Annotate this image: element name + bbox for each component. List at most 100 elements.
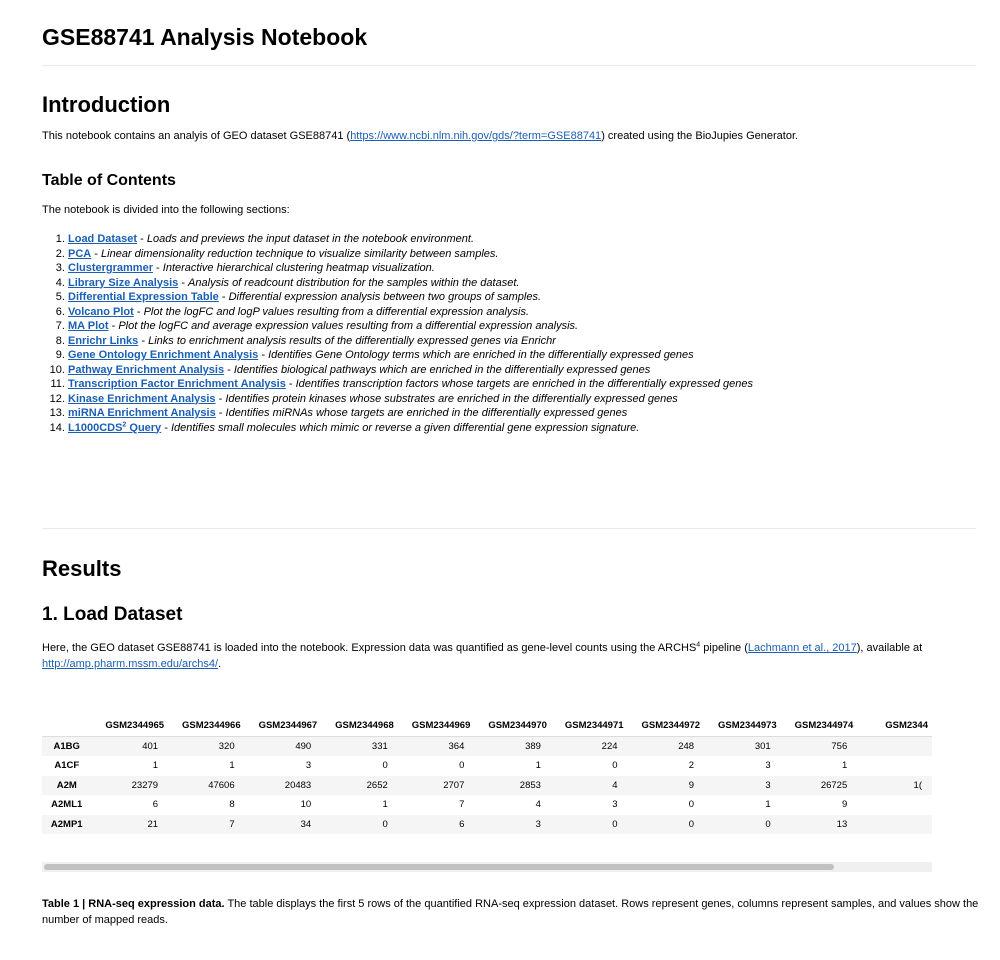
table-cell: 0 — [765, 818, 771, 830]
table-cell: 3 — [612, 799, 618, 811]
toc-item: Transcription Factor Enrichment Analysis… — [68, 377, 976, 392]
table-caption: Table 1 | RNA-seq expression data. The t… — [42, 898, 979, 926]
load-dataset-heading: 1. Load Dataset — [42, 604, 183, 625]
table-cell: 389 — [525, 740, 541, 752]
table-cell: 10 — [300, 799, 312, 811]
row-gene-label: A2M — [56, 779, 77, 791]
toc-link[interactable]: Kinase Enrichment Analysis — [68, 392, 216, 405]
expression-table: GSM2344965 GSM2344966 GSM2344967 GSM2344968… — [42, 716, 932, 834]
table-cell: 9 — [841, 799, 848, 811]
toc-item: Gene Ontology Enrichment Analysis - Iden… — [68, 348, 976, 363]
table-cell — [857, 815, 932, 835]
table-row: A1CF 1 1 3 0 0 1 0 2 3 1 — [42, 756, 932, 776]
table-cell: 2652 — [366, 779, 388, 791]
column-header: GSM2344965 — [105, 720, 165, 732]
table-cell: 248 — [678, 740, 695, 752]
column-header: GSM2344972 — [641, 720, 701, 732]
toc-link[interactable]: Transcription Factor Enrichment Analysis — [68, 378, 286, 390]
table-cell: 21 — [147, 818, 159, 830]
column-header: GSM2344970 — [488, 720, 547, 732]
table-cell: 9 — [688, 779, 695, 791]
toc-item: Differential Expression Table - Differen… — [68, 290, 976, 305]
corner-cell — [42, 716, 91, 736]
toc-description: Identifies transcription factors whose t… — [295, 378, 753, 390]
table-cell: 1 — [229, 760, 235, 772]
notebook-title: GSE88741 Analysis Notebook — [42, 24, 368, 50]
toc-description: Identifies small molecules which mimic o… — [170, 421, 640, 434]
table-cell: 1 — [535, 760, 541, 772]
toc-link[interactable]: Clustergrammer — [68, 262, 153, 274]
table-cell: 7 — [459, 799, 465, 811]
table-cell — [857, 795, 932, 815]
table-cell: 1 — [841, 760, 848, 772]
table-cell: 2 — [688, 760, 695, 772]
table-cell: 331 — [371, 740, 388, 752]
table-cell: 34 — [300, 818, 312, 830]
toc-link[interactable]: Gene Ontology Enrichment Analysis — [68, 349, 259, 361]
toc-item: MA Plot - Plot the logFC and average exp… — [68, 319, 976, 334]
toc-description: Plot the logFC and logP values resulting… — [143, 305, 529, 318]
toc-item: L1000CDS2 Query - Identifies small molec… — [68, 421, 976, 436]
table-cell: 4 — [535, 799, 541, 811]
table-cell: 26725 — [820, 779, 848, 791]
divider — [42, 528, 976, 529]
toc-link[interactable]: Pathway Enrichment Analysis — [68, 363, 225, 376]
toc-link[interactable]: PCA — [68, 247, 92, 260]
table-cell: 23279 — [131, 779, 159, 791]
toc-link[interactable]: miRNA Enrichment Analysis — [68, 407, 216, 419]
toc-link[interactable]: MA Plot — [68, 320, 109, 332]
table-cell: 1 — [382, 799, 388, 811]
results-heading: Results — [42, 556, 122, 581]
load-dataset-text: Here, the GEO dataset GSE88741 is loaded… — [42, 641, 923, 670]
table-cell: 0 — [612, 818, 618, 830]
table-cell: 20483 — [284, 779, 312, 791]
table-cell: 3 — [765, 779, 771, 791]
table-cell — [857, 736, 932, 756]
table-cell: 1 — [765, 799, 771, 811]
archs4-link[interactable]: http://amp.pharm.mssm.edu/archs4/ — [42, 658, 219, 670]
table-header-row: GSM2344965 GSM2344966 GSM2344967 GSM2344968… — [42, 716, 932, 736]
citation-link[interactable]: Lachmann et al., 2017 — [747, 642, 857, 654]
toc-description: Analysis of readcount distribution for t… — [188, 276, 520, 289]
table-cell: 1 — [152, 760, 159, 772]
table-cell: 13 — [836, 818, 848, 830]
toc-item: Pathway Enrichment Analysis - Identifies… — [68, 363, 976, 378]
toc-item: PCA - Linear dimensionality reduction te… — [68, 247, 976, 262]
table-cell: 47606 — [208, 779, 235, 791]
column-header: GSM2344 — [885, 720, 928, 732]
toc-description: Identifies protein kinases whose substra… — [225, 392, 678, 405]
intro-heading: Introduction — [42, 92, 171, 117]
table-cell: 7 — [229, 818, 235, 830]
table-row: A2M 23279 47606 20483 2652 2707 2853 4 9 3 26725 1( — [42, 775, 932, 795]
toc-intro: The notebook is divided into the followi… — [42, 204, 290, 216]
toc-link[interactable]: Volcano Plot — [68, 305, 134, 318]
column-header: GSM2344969 — [411, 720, 471, 732]
table-cell: 401 — [142, 740, 159, 752]
row-gene-label: A1CF — [54, 760, 80, 772]
toc-link[interactable]: Differential Expression Table — [68, 291, 219, 303]
column-header: GSM2344971 — [564, 720, 624, 732]
table-cell: 0 — [382, 760, 388, 772]
toc-link[interactable]: L1000CDS2 Query — [68, 420, 162, 434]
divider — [42, 65, 976, 66]
table-cell: 301 — [754, 740, 771, 752]
toc-description: Differential expression analysis between… — [228, 291, 542, 303]
toc-item: Load Dataset - Loads and previews the in… — [68, 232, 976, 247]
toc-description: Loads and previews the input dataset in … — [146, 233, 475, 245]
table-row: A1BG 401 320 490 331 364 389 224 248 301 756 — [42, 736, 932, 756]
toc-item: Library Size Analysis - Analysis of read… — [68, 276, 976, 291]
column-header: GSM2344974 — [794, 720, 854, 732]
table-cell: 3 — [305, 760, 312, 772]
toc-item: Volcano Plot - Plot the logFC and logP v… — [68, 305, 976, 320]
toc-link[interactable]: Enrichr Links — [68, 334, 139, 347]
toc-link[interactable]: Library Size Analysis — [68, 276, 179, 289]
toc-link[interactable]: Load Dataset — [68, 233, 138, 245]
horizontal-scrollbar[interactable] — [42, 862, 932, 872]
table-cell: 3 — [765, 760, 771, 772]
column-header: GSM2344968 — [335, 720, 394, 732]
geo-link[interactable]: https://www.ncbi.nlm.nih.gov/gds/?term=G… — [350, 130, 602, 142]
scrollbar-thumb[interactable] — [44, 864, 834, 870]
table-cell: 8 — [229, 799, 235, 811]
table-cell: 490 — [295, 740, 312, 752]
